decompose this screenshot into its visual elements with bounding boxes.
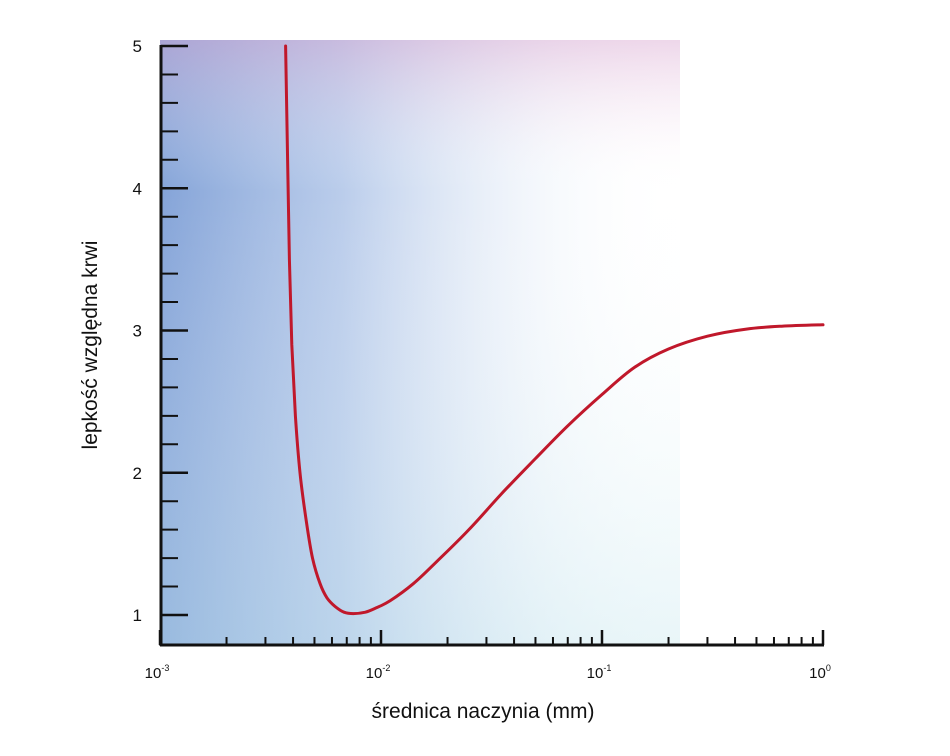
x-axis-title: średnica naczynia (mm) <box>372 700 595 723</box>
y-tick-label: 5 <box>133 37 142 56</box>
x-tick-label: 100 <box>809 663 831 682</box>
y-tick-label: 3 <box>133 322 142 341</box>
x-tick-label: 10-1 <box>587 663 612 682</box>
x-tick-label: 10-2 <box>366 663 391 682</box>
plot-background-tint <box>160 40 680 646</box>
y-axis-title: lepkość względna krwi <box>79 241 102 450</box>
x-tick-label: 10-3 <box>145 663 170 682</box>
y-tick-label: 1 <box>133 606 142 625</box>
x-tick-labels: 10-3 10-2 10-1 100 <box>145 663 831 682</box>
y-tick-labels: 1 2 3 4 5 <box>133 37 142 625</box>
series-line <box>284 44 825 616</box>
y-tick-label: 2 <box>133 464 142 483</box>
y-tick-label: 4 <box>133 179 142 198</box>
